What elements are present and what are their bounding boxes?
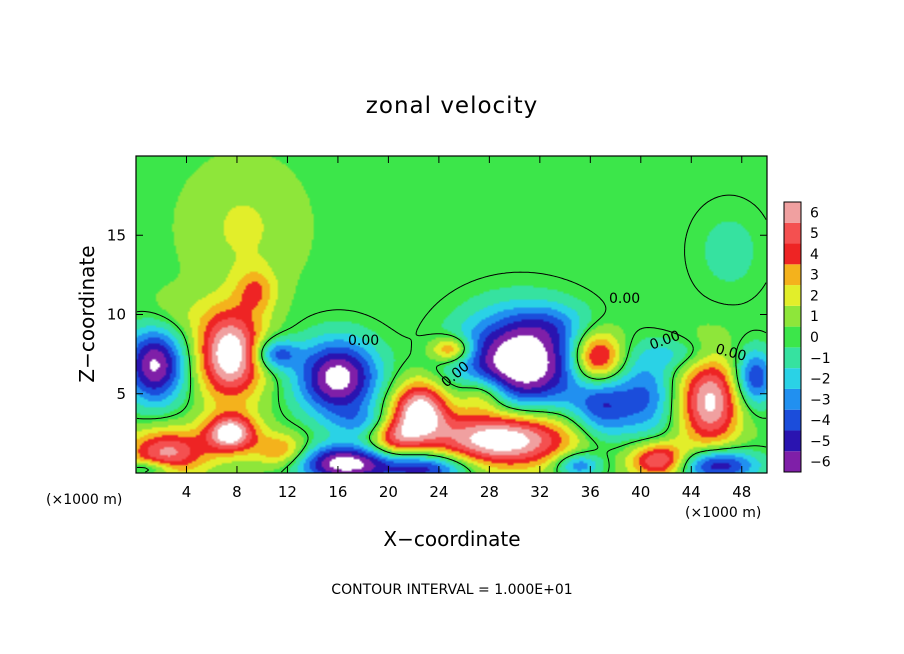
contour-label-text: 0.00 <box>609 291 640 307</box>
x-tick-label: 32 <box>530 483 549 501</box>
colorbar-swatch <box>784 347 801 369</box>
colorbar-label: 3 <box>810 268 819 284</box>
x-tick-label: 24 <box>429 483 448 501</box>
x-unit-label-left: (×1000 m) <box>46 492 122 508</box>
colorbar-label: 5 <box>810 226 819 242</box>
colorbar-swatch <box>784 326 801 348</box>
x-tick-label: 36 <box>581 483 600 501</box>
colorbar-label: 1 <box>810 309 819 325</box>
colorbar-swatch <box>784 451 801 472</box>
colorbar-label: 4 <box>810 247 819 263</box>
contour-label-text: 0.00 <box>714 341 748 365</box>
colorbar-swatch <box>784 243 801 265</box>
y-axis-label: Z−coordinate <box>75 245 99 382</box>
x-tick-label: 8 <box>232 483 242 501</box>
colorbar-swatch <box>784 202 801 223</box>
contour-interval-note: CONTOUR INTERVAL = 1.000E+01 <box>331 582 572 598</box>
colorbar-swatch <box>784 368 801 389</box>
x-tick-label: 4 <box>182 483 192 501</box>
colorbar-swatch <box>784 222 801 244</box>
x-tick-label: 20 <box>379 483 398 501</box>
colorbar-label: −6 <box>810 455 831 471</box>
contour-label: 0.00 <box>609 291 640 307</box>
x-tick-label: 40 <box>631 483 650 501</box>
velocity-field <box>136 156 767 473</box>
x-tick-label: 12 <box>278 483 297 501</box>
colorbar-label: 0 <box>810 330 819 346</box>
y-tick-label: 5 <box>116 385 126 403</box>
x-tick-label: 48 <box>732 483 751 501</box>
colorbar-swatch <box>784 305 801 327</box>
colorbar: −6 −5 −4 −3 −2 −1 0 1 2 3 4 5 6 <box>783 201 831 473</box>
colorbar-frame <box>783 201 802 473</box>
x-tick-label: 44 <box>682 483 701 501</box>
colorbar-label: 2 <box>810 288 819 304</box>
colorbar-swatch <box>784 430 801 452</box>
y-tick-label: 15 <box>107 226 126 244</box>
x-tick-label: 28 <box>480 483 499 501</box>
colorbar-swatch <box>784 264 801 286</box>
contour-label: 0.00 <box>714 341 748 365</box>
colorbar-label: −3 <box>810 392 831 408</box>
chart-title: zonal velocity <box>366 93 538 119</box>
x-axis-label: X−coordinate <box>383 527 520 551</box>
x-tick-label: 16 <box>328 483 347 501</box>
colorbar-label: −5 <box>810 434 831 450</box>
colorbar-label: −1 <box>810 351 831 367</box>
contour-label: 0.00 <box>348 333 379 349</box>
colorbar-swatch <box>784 285 801 306</box>
colorbar-label: −4 <box>810 413 831 429</box>
x-axis-ticks: 4 8 12 16 20 24 28 32 36 40 44 48 <box>182 156 751 501</box>
colorbar-swatch <box>784 388 801 410</box>
colorbar-label: 6 <box>810 205 819 221</box>
zero-contour-line <box>136 194 767 473</box>
y-tick-label: 10 <box>107 306 126 324</box>
plot-area: 0.000.000.000.00 0.00 <box>136 156 767 473</box>
y-axis-ticks: 5 10 15 <box>107 226 767 403</box>
contour-label-text: 0.00 <box>348 333 379 349</box>
colorbar-label: −2 <box>810 372 831 388</box>
x-unit-label-right: (×1000 m) <box>685 505 761 521</box>
colorbar-swatch <box>784 409 801 431</box>
